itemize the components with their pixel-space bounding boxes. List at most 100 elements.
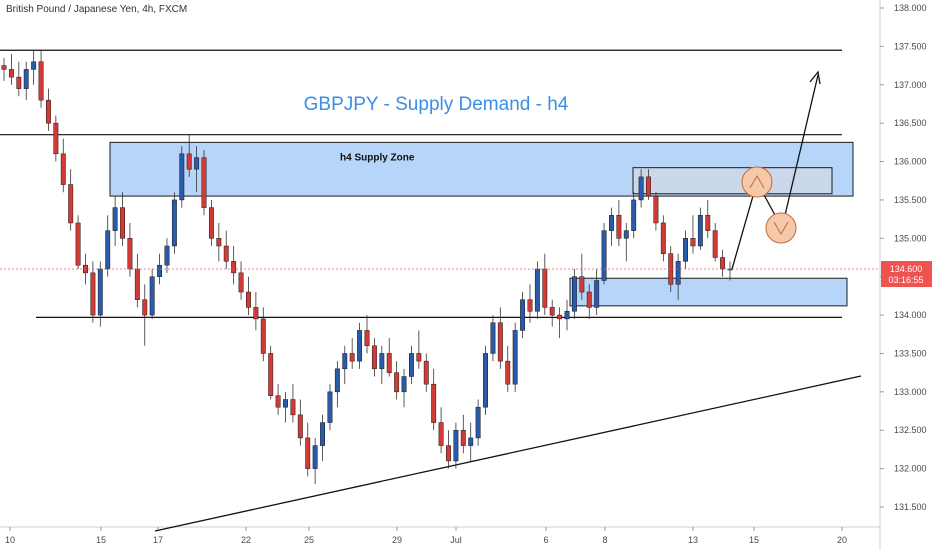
candle-body (571, 276, 577, 312)
candle-body (646, 176, 651, 197)
y-tick-label: 135.500 (894, 195, 927, 205)
candle-body (453, 429, 459, 462)
ascending-trendline (154, 375, 862, 532)
current-price-label: 134.600 (890, 264, 923, 274)
y-tick-label: 136.000 (894, 157, 927, 167)
demand-zone-box (569, 277, 848, 307)
candle-body (208, 207, 214, 239)
candle-body (246, 291, 251, 308)
chart-title: GBPJPY - Supply Demand - h4 (304, 94, 569, 115)
candle-body (609, 215, 614, 231)
candle-body (594, 280, 600, 308)
candle-body (549, 307, 555, 316)
projection-arrowhead (809, 70, 821, 85)
x-tick-label: 25 (304, 535, 314, 545)
candle-body (16, 76, 22, 89)
candle-body (483, 353, 488, 408)
x-tick-label: 10 (5, 535, 15, 545)
candle-body (253, 307, 259, 320)
y-tick-label: 133.000 (894, 387, 927, 397)
candle-body (423, 360, 429, 385)
x-tick-label: 13 (688, 535, 698, 545)
x-tick-label: 17 (153, 535, 163, 545)
candle-body (371, 345, 377, 370)
reaction-circle-top (741, 166, 773, 198)
candle-body (394, 372, 400, 393)
candle-body (164, 245, 170, 266)
candle-body (68, 184, 74, 224)
candle-body (45, 99, 51, 124)
candle-body (171, 199, 177, 247)
candle-body (31, 61, 37, 70)
candle-body (223, 245, 229, 262)
candle-body (179, 153, 185, 201)
candle-body (231, 261, 237, 274)
candle-body (579, 276, 585, 293)
candle-body (8, 69, 14, 78)
chart-symbol-label: British Pound / Japanese Yen, 4h, FXCM (6, 4, 188, 15)
candle-body (705, 215, 711, 231)
candle-body (416, 353, 422, 362)
candle-body (142, 299, 148, 316)
candle-body (638, 176, 644, 201)
candle-body (364, 330, 370, 347)
y-tick-label: 136.500 (894, 118, 927, 128)
y-tick-label: 132.500 (894, 425, 927, 435)
candle-body (460, 429, 466, 446)
candle-body (542, 268, 548, 308)
candle-body (53, 122, 59, 155)
candle-body (60, 153, 66, 185)
x-tick-label: 15 (96, 535, 106, 545)
candle-body (283, 399, 288, 408)
candle-body (697, 215, 703, 247)
candle-body (349, 353, 355, 362)
candle-body (720, 257, 726, 270)
candle-body (690, 238, 696, 247)
candle-body (379, 353, 385, 370)
candle-body (201, 157, 207, 208)
y-tick-label: 135.000 (894, 233, 927, 243)
candle-body (357, 330, 363, 362)
reaction-up-arrow (749, 175, 765, 189)
candle-body (497, 322, 503, 362)
x-tick-label: 22 (241, 535, 251, 545)
candle-body (712, 230, 718, 258)
supply-zone-label: h4 Supply Zone (340, 152, 415, 163)
y-tick-label: 134.000 (894, 310, 927, 320)
candle-body (534, 268, 540, 312)
candle-body (386, 353, 392, 373)
x-tick-label: 6 (543, 535, 548, 545)
candle-body (527, 299, 533, 312)
candle-body (660, 222, 666, 254)
candle-body (446, 445, 451, 462)
candle-body (112, 207, 118, 231)
candle-body (631, 199, 637, 231)
y-tick-label: 132.000 (894, 464, 927, 474)
projection-path (731, 74, 819, 270)
candle-body (468, 437, 474, 446)
candle-body (134, 268, 140, 300)
candle-body (238, 272, 244, 293)
candle-body (97, 268, 103, 316)
candle-body (105, 230, 111, 270)
reaction-down-arrow (773, 221, 789, 235)
candle-body (90, 272, 96, 316)
candle-body (127, 238, 133, 270)
candle-body (557, 314, 563, 320)
y-tick-label: 137.500 (894, 41, 927, 51)
candle-body (623, 230, 629, 239)
y-tick-label: 131.500 (894, 502, 927, 512)
candle-body (683, 238, 689, 262)
candle-body (297, 414, 303, 439)
candle-body (320, 422, 326, 446)
candle-body (401, 376, 407, 393)
candle-body (431, 383, 437, 423)
candle-body (120, 207, 125, 239)
candle-body (268, 353, 274, 396)
candle-body (186, 153, 192, 170)
inner-supply-box (632, 167, 833, 195)
candle-body (601, 230, 607, 281)
candle-body (157, 264, 163, 277)
y-tick-label: 137.000 (894, 80, 927, 90)
